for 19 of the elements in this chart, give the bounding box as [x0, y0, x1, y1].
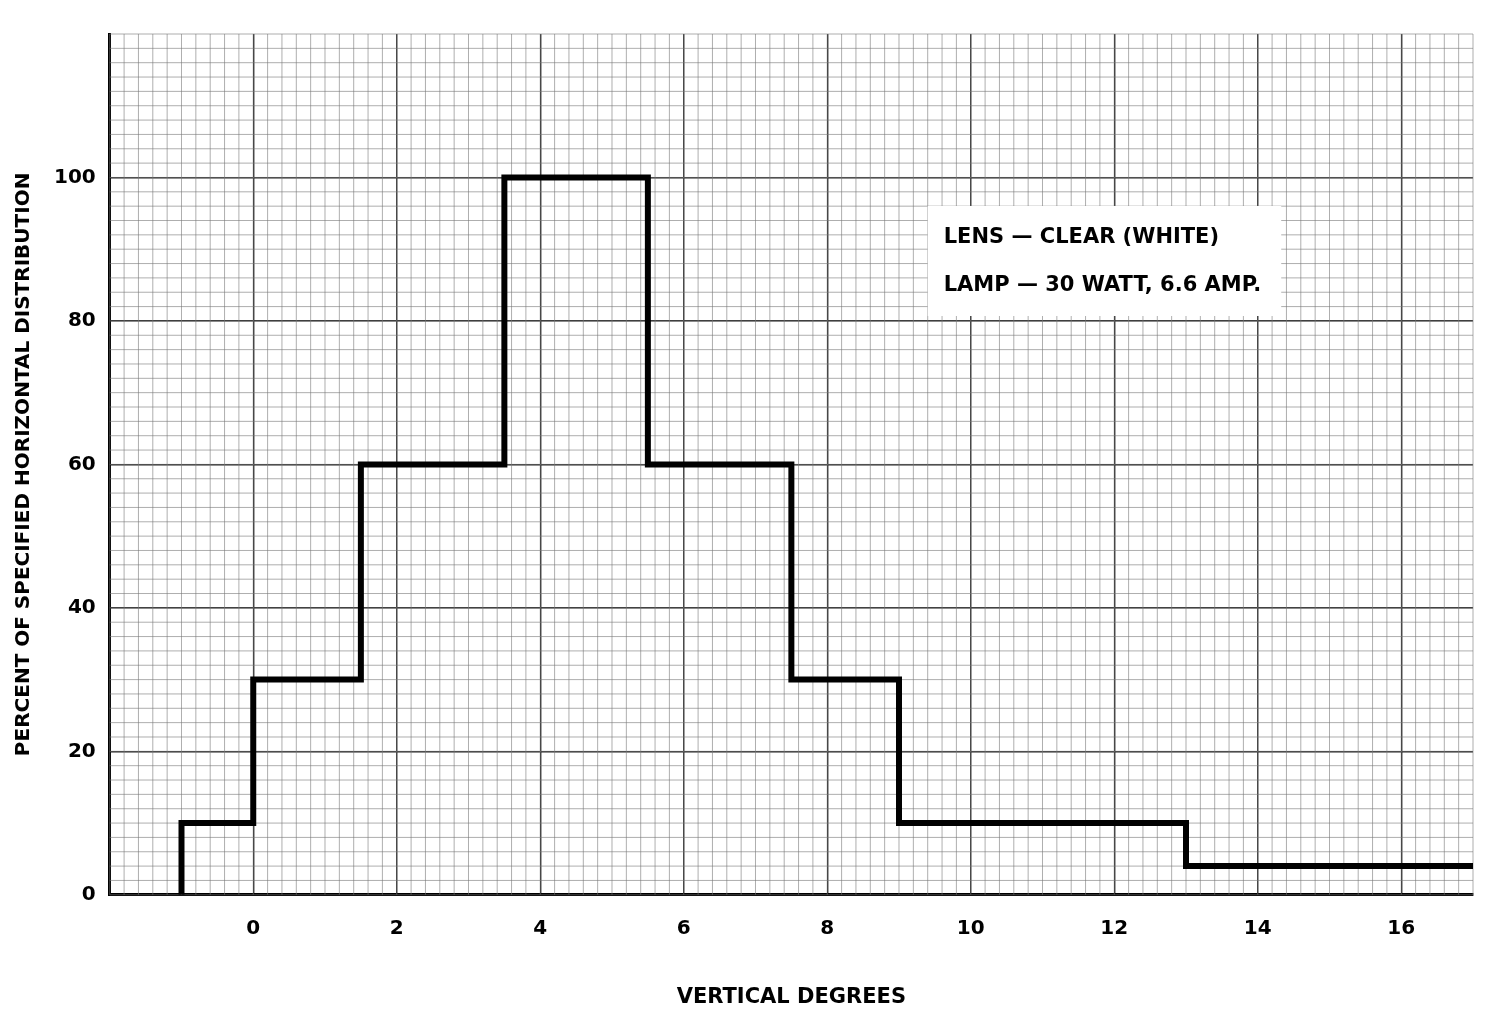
x-tick-label: 0: [246, 915, 261, 939]
y-tick-label: 60: [67, 450, 96, 475]
y-tick-label: 80: [67, 307, 96, 332]
x-axis-title: VERTICAL DEGREES: [676, 983, 907, 1008]
y-tick-label: 100: [54, 163, 96, 188]
y-tick-label: 40: [67, 594, 96, 619]
y-tick-label: 0: [81, 881, 96, 905]
x-tick-label: 12: [1100, 915, 1129, 939]
x-tick-label: 4: [533, 915, 548, 939]
annotation: LAMP — 30 WATT, 6.6 AMP.: [943, 272, 1262, 297]
y-axis-title: PERCENT OF SPECIFIED HORIZONTAL DISTRIBUTION: [10, 172, 35, 757]
x-tick-label: 2: [389, 915, 404, 939]
x-tick-label: 8: [820, 915, 835, 939]
annotation: LENS — CLEAR (WHITE): [943, 224, 1220, 249]
y-tick-label: 20: [67, 737, 96, 762]
x-tick-label: 10: [956, 915, 985, 939]
x-tick-label: 16: [1387, 915, 1416, 939]
x-tick-label: 14: [1243, 915, 1272, 939]
x-tick-label: 6: [676, 915, 691, 939]
